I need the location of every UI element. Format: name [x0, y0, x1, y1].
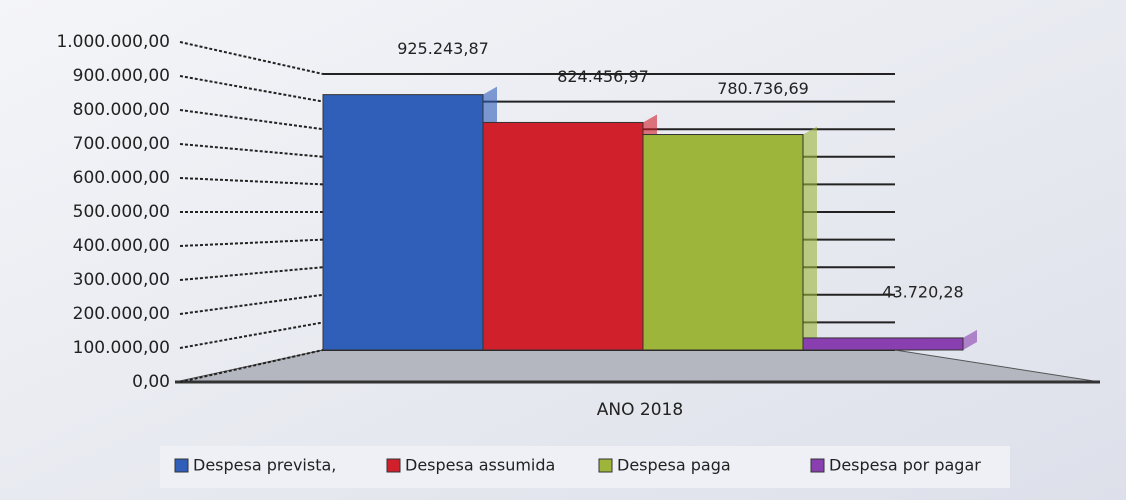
legend-label: Despesa assumida	[405, 456, 555, 475]
legend-label: Despesa prevista,	[193, 456, 336, 475]
grid-line	[179, 238, 324, 247]
grid-line	[179, 266, 324, 281]
y-tick-label: 1.000.000,00	[56, 32, 170, 52]
value-label: 925.243,87	[397, 39, 489, 58]
bar-side	[803, 126, 817, 351]
y-tick-label: 500.000,00	[73, 202, 170, 222]
grid-line	[179, 75, 324, 103]
y-tick-label: 300.000,00	[73, 270, 170, 290]
legend-box	[160, 446, 1010, 488]
legend-swatch	[386, 458, 401, 473]
legend-label: Despesa por pagar	[829, 456, 981, 475]
grid-line	[179, 321, 324, 349]
y-tick-label: 400.000,00	[73, 236, 170, 256]
legend-swatch	[810, 458, 825, 473]
grid-line	[179, 41, 324, 75]
value-label: 780.736,69	[717, 79, 809, 98]
value-label: 43.720,28	[882, 282, 963, 301]
legend-swatch	[598, 458, 613, 473]
legend-swatch	[174, 458, 189, 473]
value-label: 824.456,97	[557, 67, 649, 86]
grid-line	[179, 293, 324, 315]
y-tick-label: 700.000,00	[73, 134, 170, 154]
x-tick-label: ANO 2018	[597, 400, 683, 420]
grid-line	[179, 143, 324, 158]
y-tick-label: 900.000,00	[73, 66, 170, 86]
grid-line	[179, 177, 324, 186]
bar-side	[963, 329, 977, 350]
bar	[482, 121, 644, 351]
bar	[322, 94, 484, 351]
bar	[642, 134, 804, 351]
y-tick-label: 800.000,00	[73, 100, 170, 120]
y-tick-label: 200.000,00	[73, 304, 170, 324]
grid-line	[179, 349, 324, 383]
legend-label: Despesa paga	[617, 456, 731, 475]
y-tick-label: 100.000,00	[73, 338, 170, 358]
y-tick-label: 0,00	[132, 372, 170, 392]
y-tick-label: 600.000,00	[73, 168, 170, 188]
grid-line	[179, 109, 324, 131]
bar	[802, 337, 964, 351]
